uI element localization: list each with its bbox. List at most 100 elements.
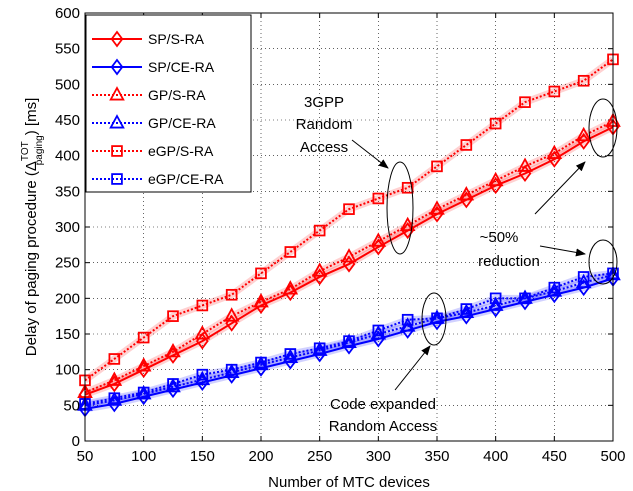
series-gp-s-ra (77, 112, 621, 398)
data-point-square (401, 181, 414, 194)
legend-label: GP/S-RA (148, 87, 206, 103)
data-point-triangle (106, 371, 123, 386)
annotation-ce-ellipse (421, 292, 447, 346)
data-point-diamond (110, 30, 124, 48)
x-tick-label: 350 (424, 448, 449, 465)
annotation-reduction-arrow-up (534, 161, 586, 215)
legend-label: GP/CE-RA (148, 115, 216, 131)
annotation-reduction-arrow-down (539, 245, 586, 257)
x-tick-label: 100 (131, 448, 156, 465)
legend-entry: eGP/S-RA (92, 143, 214, 159)
x-axis-label: Number of MTC devices (268, 474, 430, 491)
data-point-diamond (547, 150, 561, 168)
legend-label: eGP/CE-RA (148, 171, 224, 187)
y-tick-label: 200 (55, 290, 80, 307)
x-tick-label: 50 (77, 448, 94, 465)
data-point-triangle (341, 248, 357, 263)
data-point-diamond (401, 222, 415, 240)
data-point-square (111, 145, 123, 157)
annotation-3gpp-line1: 3GPP (304, 94, 344, 111)
series-egp-s-ra (79, 53, 619, 387)
y-axis-label-main: Delay of paging procedure (Δ (23, 161, 40, 356)
data-point-square (431, 160, 443, 173)
data-point-diamond (371, 330, 385, 348)
y-axis-label: Delay of paging procedure (ΔTOT paging) [… (20, 98, 45, 357)
data-point-triangle (546, 282, 563, 297)
data-point-square (401, 313, 414, 326)
annotation-reduction: ~50% reduction (478, 98, 618, 285)
data-point-triangle (106, 391, 123, 406)
series-line (84, 120, 614, 394)
data-point-square (284, 348, 297, 360)
annotation-ce-line2: Random Access (329, 418, 437, 435)
data-point-diamond (577, 132, 591, 150)
x-tick-label: 250 (307, 448, 332, 465)
data-point-square (372, 324, 385, 337)
data-point-square (489, 117, 502, 130)
legend-entry: SP/S-RA (92, 30, 205, 48)
data-point-triangle (282, 348, 299, 363)
data-point-square (255, 267, 267, 280)
data-point-square (284, 246, 297, 258)
x-tick-label: 150 (190, 448, 215, 465)
data-point-diamond (313, 268, 327, 286)
data-point-square (196, 368, 209, 381)
annotation-code-expanded: Code expanded Random Access (329, 292, 447, 435)
y-tick-label: 550 (55, 41, 80, 58)
data-point-square (519, 292, 531, 305)
data-point-triangle (429, 200, 445, 215)
data-point-square (225, 288, 238, 301)
legend-entry: GP/CE-RA (92, 114, 216, 131)
data-point-square (108, 353, 121, 365)
annotation-3gpp-arrow (351, 139, 389, 169)
x-tick-label: 450 (542, 448, 567, 465)
x-tick-label: 200 (248, 448, 273, 465)
data-point-triangle (194, 370, 211, 386)
data-point-triangle (135, 357, 152, 372)
data-point-diamond (489, 177, 503, 195)
data-point-triangle (311, 262, 328, 277)
data-point-square (167, 378, 179, 390)
data-point-square (167, 310, 179, 322)
data-point-square (196, 299, 209, 312)
data-point-square (577, 74, 590, 87)
data-point-triangle (165, 342, 181, 358)
annotation-ce-line1: Code expanded (330, 396, 436, 413)
annotation-3gpp-ellipse (386, 161, 414, 255)
data-point-triangle (194, 325, 211, 340)
legend-label: eGP/S-RA (148, 143, 214, 159)
data-point-triangle (109, 114, 125, 129)
data-point-diamond (371, 238, 385, 256)
data-point-square (489, 292, 502, 305)
data-point-square (431, 312, 443, 325)
data-point-triangle (109, 86, 125, 101)
annotation-3gpp: 3GPP Random Access (296, 94, 414, 255)
annotation-reduction-ellipse-bottom (588, 239, 618, 285)
tick-labels: 50 100 150 200 250 300 350 400 450 50005010015020… (55, 5, 626, 465)
y-tick-label: 100 (55, 362, 80, 379)
data-point-triangle (458, 186, 475, 201)
data-point-square (137, 386, 150, 399)
data-point-square (460, 139, 473, 151)
y-tick-label: 50 (63, 397, 80, 414)
data-point-triangle (458, 303, 475, 319)
data-point-diamond (577, 279, 591, 297)
data-point-square (343, 335, 355, 347)
annotation-3gpp-line3: Access (300, 139, 348, 156)
data-point-square (372, 192, 385, 205)
data-point-triangle (546, 144, 563, 159)
y-tick-label: 0 (72, 433, 80, 450)
data-point-square (313, 342, 326, 355)
y-tick-label: 600 (55, 5, 80, 22)
data-point-square (460, 303, 473, 315)
data-point-triangle (282, 280, 299, 295)
data-point-square (225, 363, 238, 376)
data-point-square (519, 96, 531, 108)
x-tick-label: 400 (483, 448, 508, 465)
annotation-ce-arrow (394, 345, 431, 391)
legend-label: SP/S-RA (148, 31, 205, 47)
legend: SP/S-RA SP/CE-RA GP/S-RA GP/CE-RA eGP/S-RA eG… (85, 14, 252, 193)
series-line (84, 126, 614, 396)
y-tick-label: 350 (55, 183, 80, 200)
data-point-square (548, 85, 561, 98)
